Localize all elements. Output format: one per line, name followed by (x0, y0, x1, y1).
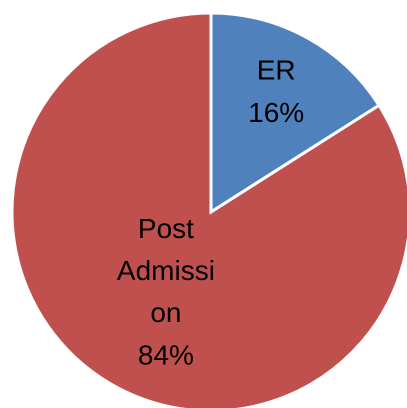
slice-label-line: on (150, 297, 181, 328)
slice-label: Post Admissi on (117, 213, 215, 328)
slice-value-label: 16% (248, 97, 304, 128)
slice-label-line: ER (257, 55, 296, 86)
pie-slice (10, 11, 407, 408)
slice-value-label: 84% (138, 339, 194, 370)
pie-slice (209, 11, 382, 215)
slice-label-line: Post (138, 213, 194, 244)
slice-label-line: Admissi (117, 255, 215, 286)
slice-label: ER (257, 55, 296, 86)
